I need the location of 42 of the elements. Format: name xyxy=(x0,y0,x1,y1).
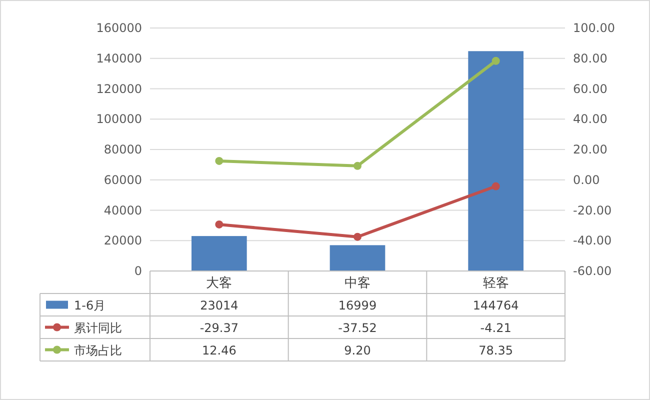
point xyxy=(215,220,224,228)
y-tick-label: 160000 xyxy=(96,21,142,35)
data-label: 9.20 xyxy=(344,343,371,358)
point xyxy=(492,56,500,65)
data-label: -4.21 xyxy=(480,320,512,335)
y2-tick-label: 0.00 xyxy=(573,172,600,187)
point xyxy=(354,232,362,241)
y2-tick-label: 20.00 xyxy=(573,142,608,156)
y-tick-label: 100000 xyxy=(96,112,142,126)
point xyxy=(354,162,362,170)
y2-tick-label: -40.00 xyxy=(573,234,612,248)
y-tick-label: 120000 xyxy=(96,82,142,96)
legend-label: 累计同比 xyxy=(74,320,122,335)
y2-tick-label: 40.00 xyxy=(573,112,608,126)
data-label: 78.35 xyxy=(478,343,514,358)
bar xyxy=(468,51,524,271)
y2-tick-label: 100.00 xyxy=(573,21,615,35)
bar xyxy=(192,236,247,271)
x-tick-label: 轻客 xyxy=(482,275,509,291)
bar xyxy=(330,245,386,271)
data-label: 23014 xyxy=(200,298,238,312)
x-tick-label: 中客 xyxy=(344,275,370,291)
y-tick-label: 20000 xyxy=(104,234,142,248)
legend-label: 市场占比 xyxy=(74,343,122,358)
y-tick-label: 80000 xyxy=(104,142,142,156)
legend-label: 1-6月 xyxy=(74,298,106,312)
data-label: 16999 xyxy=(338,298,377,312)
y2-tick-label: 60.00 xyxy=(573,82,608,96)
y-tick-label: 60000 xyxy=(104,172,142,187)
data-label: -29.37 xyxy=(200,320,239,335)
y-tick-label: 0 xyxy=(134,264,142,278)
point xyxy=(215,156,224,165)
y-tick-label: 40000 xyxy=(104,203,142,218)
point xyxy=(492,182,500,190)
y2-tick-label: -20.00 xyxy=(573,203,612,218)
data-label: 144764 xyxy=(472,298,519,312)
data-label: 12.46 xyxy=(202,343,236,358)
y2-tick-label: -60.00 xyxy=(573,264,612,278)
y2-tick-label: 80.00 xyxy=(573,51,608,66)
x-tick-label: 大客 xyxy=(206,275,232,291)
data-label: -37.52 xyxy=(338,320,377,335)
y-tick-label: 140000 xyxy=(96,51,142,66)
